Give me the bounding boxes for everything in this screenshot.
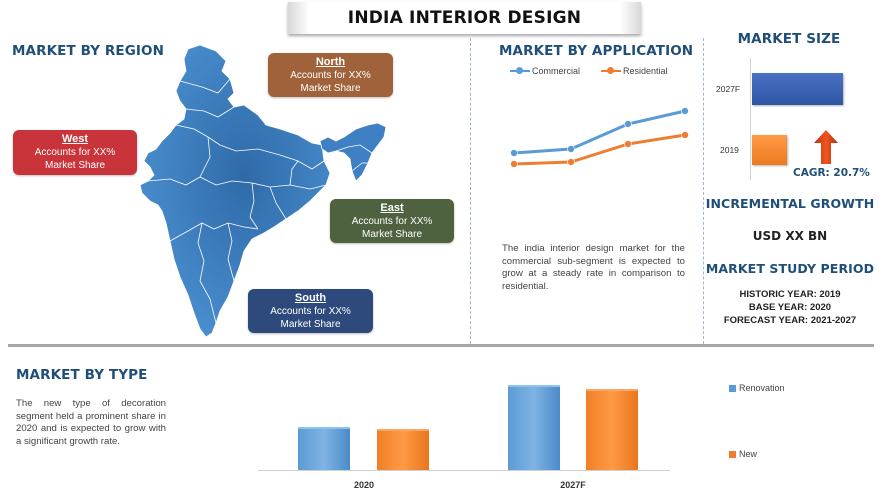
legend-new: New xyxy=(729,449,757,459)
region-name-west: West xyxy=(61,133,89,145)
region-name-south: South xyxy=(294,292,327,304)
legend-new-swatch xyxy=(729,450,736,458)
legend-commercial: Commercial xyxy=(510,66,580,76)
type-tick-2020: 2020 xyxy=(353,480,375,490)
legend-renovation: Renovation xyxy=(729,383,785,393)
region-name-north: North xyxy=(315,56,346,68)
point-residential-0 xyxy=(510,160,518,168)
line-commercial xyxy=(513,109,686,155)
type-chart-baseline xyxy=(258,470,670,471)
cagr-value: CAGR: 20.7% xyxy=(793,167,870,179)
market-size-heading: MARKET SIZE xyxy=(737,31,841,47)
india-map xyxy=(140,45,387,338)
point-residential-3 xyxy=(681,131,689,139)
legend-residential: Residential xyxy=(601,66,668,76)
divider-horizontal xyxy=(8,344,874,347)
legend-commercial-marker xyxy=(510,67,530,74)
point-commercial-2 xyxy=(624,120,632,128)
type-bar-renovation-2027f xyxy=(508,385,560,470)
legend-residential-marker xyxy=(601,67,621,74)
region-share-north: Accounts for XX% xyxy=(290,70,371,81)
application-line-chart xyxy=(510,107,689,168)
forecast-year: FORECAST YEAR: 2021-2027 xyxy=(723,315,857,326)
region-name-east: East xyxy=(380,202,404,214)
region-box-south: South Accounts for XX% Market Share xyxy=(248,289,373,333)
historic-year: HISTORIC YEAR: 2019 xyxy=(739,289,841,300)
region-share-label-north: Market Share xyxy=(300,83,361,94)
line-residential xyxy=(513,133,686,166)
point-residential-2 xyxy=(624,140,632,148)
legend-renovation-label: Renovation xyxy=(739,383,785,393)
region-box-east: East Accounts for XX% Market Share xyxy=(330,199,454,243)
region-share-label-west: Market Share xyxy=(44,160,106,171)
divider-application-size xyxy=(703,38,704,344)
point-commercial-0 xyxy=(510,149,518,157)
market-size-label-2027f: 2027F xyxy=(716,84,741,94)
market-size-bar-2019 xyxy=(752,135,787,165)
legend-renovation-swatch xyxy=(729,384,736,392)
market-size-label-2019: 2019 xyxy=(720,145,739,155)
incremental-growth-value: USD XX BN xyxy=(752,229,828,243)
incremental-growth-heading: INCREMENTAL GROWTH xyxy=(705,196,875,211)
legend-new-label: New xyxy=(739,449,758,459)
study-period-heading: MARKET STUDY PERIOD xyxy=(705,261,875,276)
region-share-label-east: Market Share xyxy=(361,229,423,240)
region-share-west: Accounts for XX% xyxy=(34,147,116,158)
page-title: INDIA INTERIOR DESIGN xyxy=(288,2,641,34)
market-size-bar-2027f xyxy=(752,73,843,105)
type-bar-new-2020 xyxy=(377,429,429,470)
region-box-west: West Accounts for XX% Market Share xyxy=(13,130,137,175)
type-bar-new-2027f xyxy=(586,389,638,470)
region-share-label-south: Market Share xyxy=(280,319,341,330)
region-share-south: Accounts for XX% xyxy=(270,306,351,317)
cagr-up-arrow-icon xyxy=(814,130,838,164)
legend-residential-label: Residential xyxy=(623,66,668,76)
point-residential-1 xyxy=(567,158,575,166)
type-tick-2027f: 2027F xyxy=(560,480,586,490)
base-year: BASE YEAR: 2020 xyxy=(748,302,832,313)
legend-commercial-label: Commercial xyxy=(532,66,581,76)
point-commercial-3 xyxy=(681,107,689,115)
region-share-east: Accounts for XX% xyxy=(351,216,433,227)
type-heading: MARKET BY TYPE xyxy=(16,367,148,383)
state-borders xyxy=(147,78,373,324)
divider-region-application xyxy=(470,38,471,344)
market-size-axis xyxy=(750,58,751,180)
type-bar-renovation-2020 xyxy=(298,427,350,470)
application-heading: MARKET BY APPLICATION xyxy=(499,43,694,59)
application-description: The india interior design market for the… xyxy=(502,243,685,292)
region-box-north: North Accounts for XX% Market Share xyxy=(268,53,393,97)
region-heading: MARKET BY REGION xyxy=(12,43,164,59)
point-commercial-1 xyxy=(567,145,575,153)
type-description: The new type of decoration segment held … xyxy=(16,398,166,447)
